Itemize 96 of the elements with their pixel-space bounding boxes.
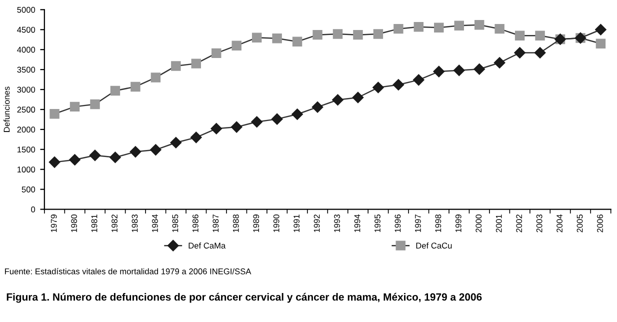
point bbox=[413, 74, 424, 86]
point bbox=[332, 29, 343, 39]
x-tick-label: 2006 bbox=[597, 214, 603, 232]
x-tick-label: 1996 bbox=[394, 214, 401, 232]
x-tick-label: 1982 bbox=[112, 214, 118, 232]
point bbox=[90, 99, 100, 110]
point bbox=[353, 30, 363, 40]
point bbox=[352, 92, 364, 104]
x-tick-label: 2003 bbox=[536, 214, 542, 232]
point bbox=[50, 109, 60, 119]
point bbox=[150, 72, 161, 82]
x-tick-label: 1993 bbox=[334, 214, 340, 232]
x-tick-label: 2002 bbox=[516, 214, 522, 232]
point bbox=[434, 22, 444, 32]
point bbox=[372, 82, 384, 94]
point bbox=[292, 36, 302, 46]
point bbox=[312, 30, 322, 40]
point bbox=[232, 40, 242, 50]
point bbox=[332, 94, 344, 106]
x-tick-label: 1995 bbox=[374, 214, 380, 232]
y-tick-label: 1500 bbox=[17, 146, 36, 153]
y-tick-label: 500 bbox=[22, 186, 36, 192]
source-note: Fuente: Estadísticas vitales de mortalidad 1979 a 2006 INEGI/SSA bbox=[5, 268, 252, 274]
point bbox=[110, 152, 121, 163]
point bbox=[89, 150, 101, 162]
point bbox=[514, 47, 526, 58]
point bbox=[212, 48, 222, 58]
point bbox=[130, 82, 140, 92]
point bbox=[150, 144, 162, 156]
point bbox=[534, 47, 546, 58]
point bbox=[373, 29, 384, 39]
point bbox=[474, 20, 484, 30]
y-tick-label: 2500 bbox=[17, 106, 36, 113]
point bbox=[454, 20, 464, 30]
point bbox=[190, 132, 202, 144]
point bbox=[414, 22, 424, 32]
point bbox=[170, 137, 182, 148]
point bbox=[252, 32, 262, 42]
y-tick-label: 1000 bbox=[17, 166, 36, 172]
x-tick-label: 2001 bbox=[496, 214, 502, 232]
point bbox=[110, 86, 120, 96]
x-tick-label: 1981 bbox=[91, 214, 98, 232]
x-tick-label: 1979 bbox=[50, 214, 57, 232]
point bbox=[596, 38, 606, 48]
x-tick-label: 1999 bbox=[455, 214, 462, 232]
y-tick-label: 4500 bbox=[17, 26, 36, 33]
x-tick-label: 1980 bbox=[71, 214, 78, 232]
x-tick-label: 1994 bbox=[354, 214, 360, 232]
point bbox=[394, 24, 404, 34]
x-tick-label: 1997 bbox=[414, 214, 421, 232]
point bbox=[474, 64, 485, 75]
x-tick-label: 1988 bbox=[232, 214, 239, 232]
point bbox=[48, 156, 60, 168]
point bbox=[171, 61, 181, 71]
legend-label: Def CaMa bbox=[188, 242, 226, 249]
x-tick-label: 2005 bbox=[576, 214, 583, 232]
x-tick-label: 1984 bbox=[152, 214, 158, 232]
point bbox=[494, 24, 504, 34]
x-tick-label: 1998 bbox=[435, 214, 442, 232]
point bbox=[392, 79, 404, 90]
point bbox=[230, 121, 242, 133]
y-tick-label: 5000 bbox=[17, 6, 36, 13]
y-tick-label: 3000 bbox=[17, 86, 36, 93]
x-tick-label: 1985 bbox=[172, 214, 178, 232]
y-tick-label: 3500 bbox=[17, 66, 36, 73]
point bbox=[494, 57, 506, 68]
point bbox=[70, 102, 80, 112]
point bbox=[292, 108, 303, 120]
y-axis-title: Defunciones bbox=[4, 86, 10, 132]
point bbox=[271, 113, 283, 125]
point bbox=[595, 24, 606, 36]
point bbox=[272, 34, 282, 44]
y-tick-label: 4000 bbox=[17, 46, 36, 53]
x-tick-label: 1992 bbox=[314, 214, 320, 232]
x-tick-label: 1983 bbox=[132, 214, 138, 232]
y-tick-label: 2000 bbox=[17, 126, 36, 133]
point bbox=[312, 101, 324, 113]
point bbox=[514, 30, 525, 40]
x-tick-label: 1987 bbox=[212, 214, 219, 232]
x-tick-label: 2000 bbox=[476, 214, 482, 232]
text: Figura 1. Número de defunciones de por cáncer cervical y cáncer de mama, México, 1979 a 2006 bbox=[6, 292, 482, 303]
x-tick-label: 2004 bbox=[556, 214, 562, 232]
point bbox=[454, 64, 465, 76]
x-tick-label: 1986 bbox=[192, 214, 198, 232]
point bbox=[191, 58, 201, 68]
y-tick-label: 0 bbox=[31, 206, 36, 212]
point bbox=[433, 66, 444, 78]
point bbox=[251, 116, 262, 128]
point bbox=[69, 154, 80, 166]
point bbox=[130, 146, 142, 158]
point bbox=[210, 123, 222, 134]
x-tick-label: 1991 bbox=[294, 214, 300, 232]
x-tick-label: 1989 bbox=[253, 214, 260, 232]
legend-label: Def CaCu bbox=[416, 242, 452, 249]
point bbox=[535, 30, 545, 40]
x-tick-label: 1990 bbox=[273, 214, 280, 232]
